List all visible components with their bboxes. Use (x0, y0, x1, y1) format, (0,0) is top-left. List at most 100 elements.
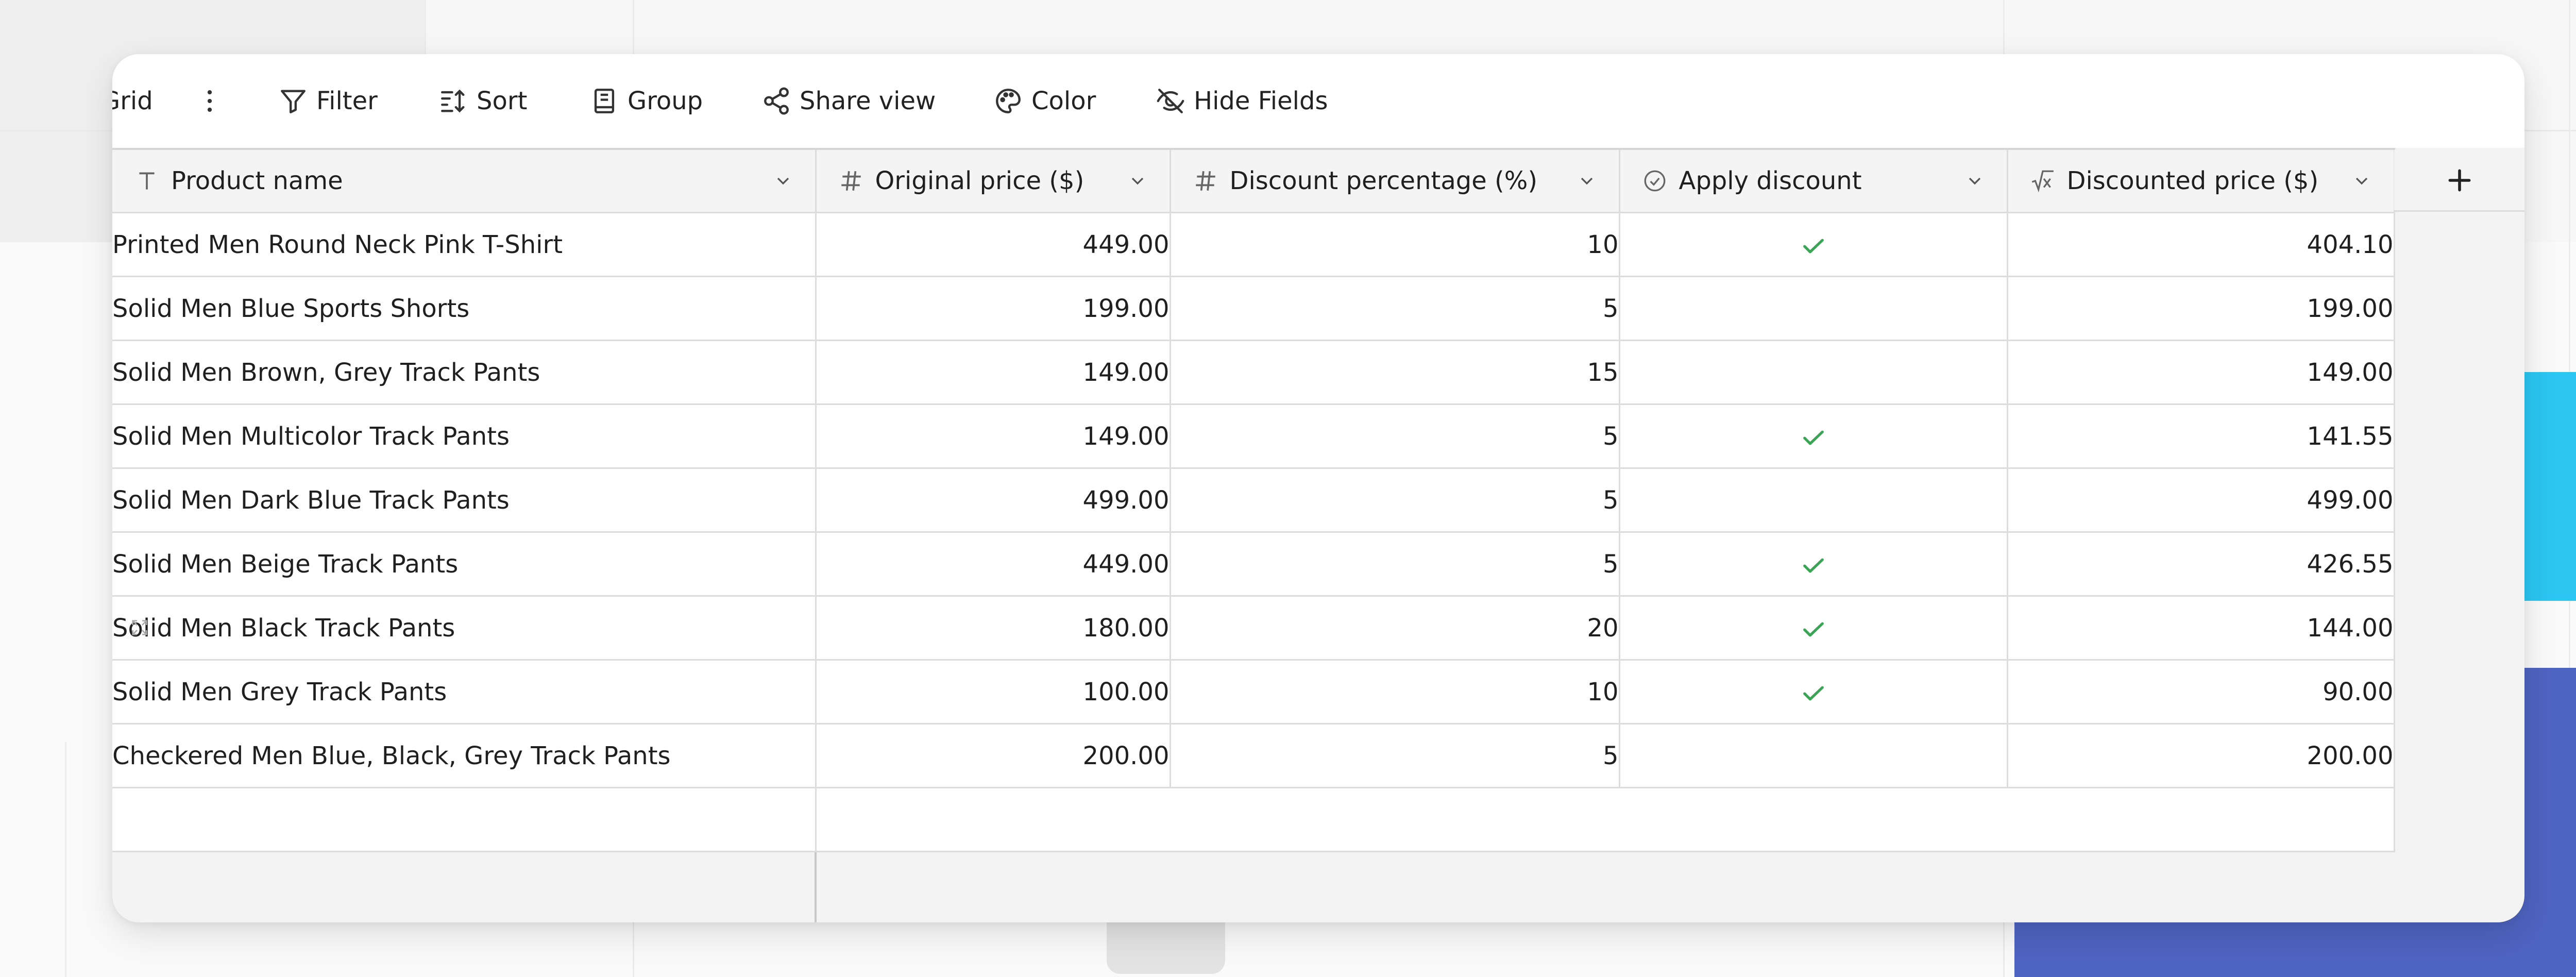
cell-discounted-price[interactable]: 199.00 (2007, 276, 2395, 341)
cell-original-price[interactable]: 200.00 (816, 723, 1171, 788)
table-row[interactable]: Solid Men Black Track Pants 180.00 20 144.0… (112, 596, 2395, 661)
cell-apply-discount[interactable] (1619, 404, 2008, 469)
table-row[interactable]: Solid Men Grey Track Pants 100.00 10 90.00 (112, 660, 2395, 725)
group-button[interactable]: Group (589, 54, 703, 148)
cell-discounted-price[interactable]: 144.00 (2007, 596, 2395, 661)
cell-discounted-price[interactable]: 141.55 (2007, 404, 2395, 469)
cell-product-name[interactable]: Solid Men Beige Track Pants (112, 532, 817, 597)
check-icon (1803, 239, 1824, 254)
table-row[interactable]: Solid Men Multicolor Track Pants 149.00 5 1… (112, 404, 2395, 469)
cell-text: Printed Men Round Neck Pink T-Shirt (112, 230, 563, 259)
column-header-apply-discount[interactable]: Apply discount (1619, 148, 2008, 213)
cell-apply-discount[interactable] (1619, 596, 2008, 661)
eye-off-icon (1157, 89, 1184, 113)
table-row[interactable]: Solid Men Beige Track Pants 449.00 5 426.55 (112, 532, 2395, 597)
view-options-button[interactable] (195, 54, 233, 148)
cell-text: 5 (1602, 549, 1619, 579)
share-view-label: Share view (800, 87, 936, 115)
cell-original-price[interactable]: 499.00 (816, 468, 1171, 533)
formula-field-icon (2031, 170, 2054, 193)
cell-discount-percentage[interactable]: 10 (1170, 660, 1620, 725)
cell-apply-discount[interactable] (1619, 212, 2008, 277)
chevron-down-icon[interactable] (1964, 171, 1985, 191)
cell-text: 100.00 (1082, 677, 1170, 706)
cell-apply-discount[interactable] (1619, 723, 2008, 788)
background-pill (1107, 922, 1225, 974)
chevron-down-icon[interactable] (1127, 171, 1148, 191)
cell-discount-percentage[interactable]: 5 (1170, 276, 1620, 341)
filter-button[interactable]: Filter (278, 54, 378, 148)
share-view-button[interactable]: Share view (761, 54, 936, 148)
number-field-icon (1195, 171, 1215, 191)
cell-product-name[interactable]: Solid Men Multicolor Track Pants (112, 404, 817, 469)
cell-original-price[interactable]: 449.00 (816, 532, 1171, 597)
chevron-down-icon[interactable] (1577, 171, 1597, 191)
cell-discounted-price[interactable]: 499.00 (2007, 468, 2395, 533)
cell-text: 15 (1587, 358, 1619, 387)
cell-text: 199.00 (2307, 294, 2394, 323)
expand-row-icon[interactable] (129, 617, 150, 638)
cell-product-name[interactable]: Solid Men Blue Sports Shorts (112, 276, 817, 341)
grid-header-row: Product name Original price ($) (112, 148, 2395, 213)
cell-discounted-price[interactable]: 404.10 (2007, 212, 2395, 277)
cell-original-price[interactable]: 149.00 (816, 340, 1171, 405)
toolbar: Grid Filter Sort Group Share view Color … (112, 54, 2524, 148)
add-column-button[interactable] (2394, 150, 2524, 212)
new-row-cell[interactable] (816, 787, 2395, 852)
column-header-original-price[interactable]: Original price ($) (816, 148, 1171, 213)
cell-apply-discount[interactable] (1619, 468, 2008, 533)
column-header-product-name[interactable]: Product name (112, 148, 817, 213)
cell-original-price[interactable]: 149.00 (816, 404, 1171, 469)
cell-discount-percentage[interactable]: 15 (1170, 340, 1620, 405)
cell-apply-discount[interactable] (1619, 276, 2008, 341)
cell-discounted-price[interactable]: 200.00 (2007, 723, 2395, 788)
share-icon (764, 87, 789, 115)
column-header-discounted-price[interactable]: Discounted price ($) (2007, 148, 2395, 213)
column-header-discount-percentage[interactable]: Discount percentage (%) (1170, 148, 1620, 213)
cell-original-price[interactable]: 180.00 (816, 596, 1171, 661)
cell-discounted-price[interactable]: 90.00 (2007, 660, 2395, 725)
hide-fields-button[interactable]: Hide Fields (1156, 54, 1328, 148)
cell-discount-percentage[interactable]: 5 (1170, 468, 1620, 533)
cell-discount-percentage[interactable]: 10 (1170, 212, 1620, 277)
cell-apply-discount[interactable] (1619, 340, 2008, 405)
cell-text: 149.00 (1082, 358, 1170, 387)
cell-text: 426.55 (2307, 549, 2394, 579)
cell-original-price[interactable]: 449.00 (816, 212, 1171, 277)
table-row[interactable]: Solid Men Dark Blue Track Pants 499.00 5 49… (112, 468, 2395, 533)
cell-original-price[interactable]: 199.00 (816, 276, 1171, 341)
cell-apply-discount[interactable] (1619, 660, 2008, 725)
cell-product-name[interactable]: Solid Men Grey Track Pants (112, 660, 817, 725)
cell-product-name[interactable]: Solid Men Dark Blue Track Pants (112, 468, 817, 533)
cell-text: 10 (1587, 677, 1619, 706)
table-row[interactable]: Printed Men Round Neck Pink T-Shirt 449.0… (112, 212, 2395, 277)
cell-original-price[interactable]: 100.00 (816, 660, 1171, 725)
cell-text: Solid Men Black Track Pants (112, 613, 455, 643)
table-row[interactable]: Solid Men Blue Sports Shorts 199.00 5 199.0… (112, 276, 2395, 341)
cell-discount-percentage[interactable]: 5 (1170, 723, 1620, 788)
cell-product-name[interactable]: Printed Men Round Neck Pink T-Shirt (112, 212, 817, 277)
cell-text: 149.00 (1082, 422, 1170, 451)
sort-icon (441, 89, 465, 113)
sort-button[interactable]: Sort (438, 54, 527, 148)
table-row[interactable]: Checkered Men Blue, Black, Grey Track Pa… (112, 723, 2395, 788)
view-name[interactable]: Grid (112, 54, 153, 148)
cell-text: 404.10 (2307, 230, 2394, 259)
more-vertical-icon (207, 90, 212, 112)
cell-discount-percentage[interactable]: 20 (1170, 596, 1620, 661)
cell-product-name[interactable]: Solid Men Black Track Pants (112, 596, 817, 661)
cell-product-name[interactable]: Checkered Men Blue, Black, Grey Track Pa… (112, 723, 817, 788)
cell-discounted-price[interactable]: 149.00 (2007, 340, 2395, 405)
chevron-down-icon[interactable] (2351, 171, 2372, 191)
view-name-label: Grid (112, 87, 153, 115)
table-row[interactable]: Solid Men Brown, Grey Track Pants 149.00 1… (112, 340, 2395, 405)
add-row[interactable] (112, 787, 2395, 852)
chevron-down-icon[interactable] (773, 171, 793, 191)
cell-product-name[interactable]: Solid Men Brown, Grey Track Pants (112, 340, 817, 405)
cell-apply-discount[interactable] (1619, 532, 2008, 597)
color-button[interactable]: Color (993, 54, 1096, 148)
cell-discount-percentage[interactable]: 5 (1170, 532, 1620, 597)
cell-discount-percentage[interactable]: 5 (1170, 404, 1620, 469)
new-row-cell[interactable] (112, 787, 817, 852)
cell-discounted-price[interactable]: 426.55 (2007, 532, 2395, 597)
